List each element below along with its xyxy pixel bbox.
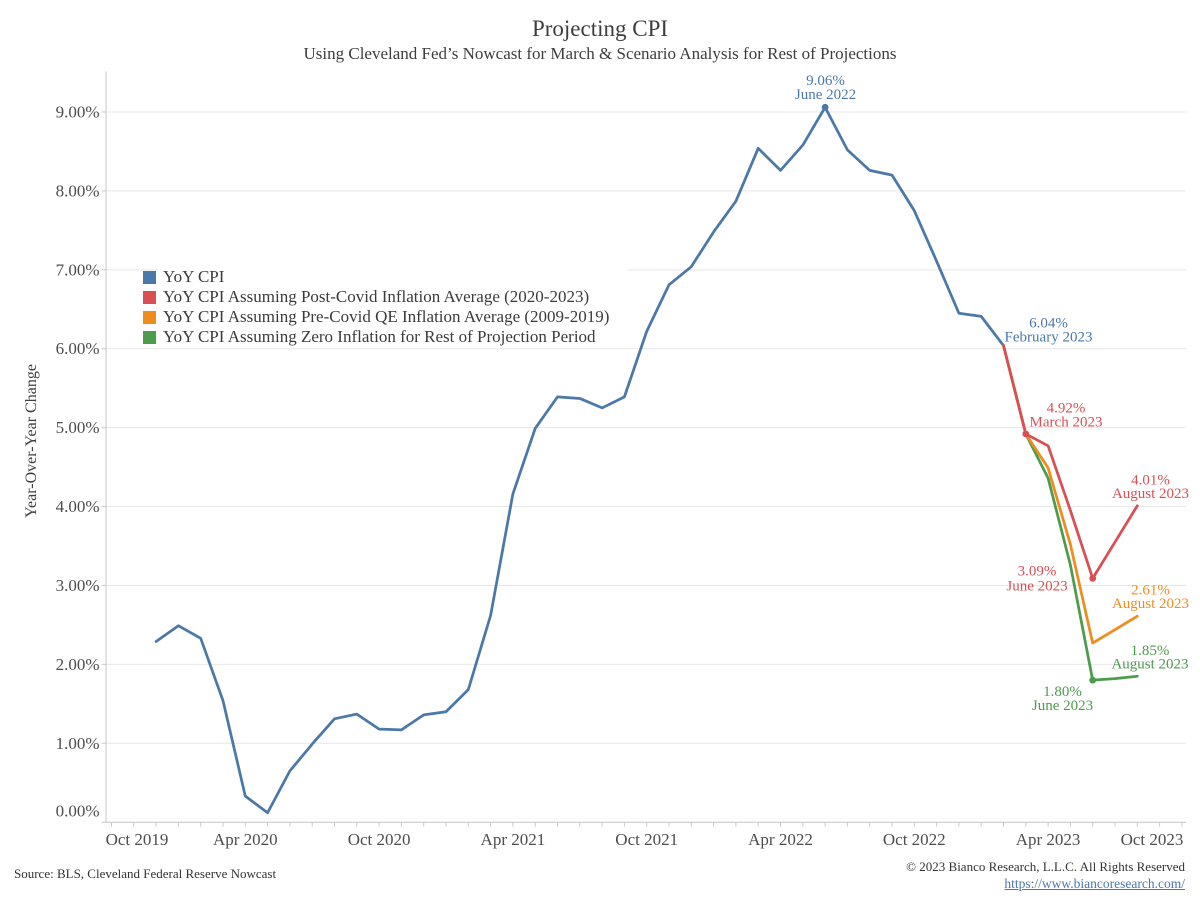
footer-copyright: © 2023 Bianco Research, L.L.C. All Right… [906,859,1185,874]
annotation-value: 6.04% [1029,316,1068,332]
annotation-date: March 2023 [1030,415,1103,431]
y-tick-label: 7.00% [56,260,100,279]
footer-source: Source: BLS, Cleveland Federal Reserve N… [14,866,277,881]
point-marker [1089,574,1097,582]
annotation-date: August 2023 [1112,486,1189,502]
y-tick-label: 0.00% [56,802,100,821]
series-markers [821,103,1097,684]
legend-item-1: YoY CPI Assuming Post-Covid Inflation Av… [143,287,609,307]
x-tick-label: Apr 2022 [748,830,813,849]
chart-subtitle: Using Cleveland Fed’s Nowcast for March … [303,44,897,63]
legend-item-2: YoY CPI Assuming Pre-Covid QE Inflation … [143,307,609,327]
x-tick-label: Oct 2020 [348,830,411,849]
y-axis-title: Year-Over-Year Change [22,364,40,518]
footer-link[interactable]: https://www.biancoresearch.com/ [1004,876,1185,891]
legend-label: YoY CPI [163,267,225,286]
annotation: 1.85% August 2023 [1111,643,1188,673]
x-tick-label: Oct 2022 [883,830,946,849]
annotation: 9.06% June 2022 [795,73,856,103]
x-tick-label: Apr 2023 [1016,830,1081,849]
annotations: 9.06% June 2022 6.04% February 2023 4.92% Mar… [795,73,1189,714]
y-tick-label: 4.00% [56,497,100,516]
y-tick-label: 5.00% [56,418,100,437]
legend-swatch [143,290,156,304]
annotation-value: 3.09% [1018,564,1057,580]
chart-title: Projecting CPI [531,16,669,41]
annotation: 1.80% June 2023 [1032,684,1093,714]
footer-right: © 2023 Bianco Research, L.L.C. All Right… [906,858,1185,892]
annotation-date: June 2022 [795,87,856,103]
legend-item-0: YoY CPI [143,267,609,287]
annotation-date: August 2023 [1112,596,1189,612]
y-ticks [101,111,106,823]
legend: YoY CPI YoY CPI Assuming Post-Covid Infla… [143,267,609,347]
x-tick-label: Apr 2020 [213,830,278,849]
annotation: 6.04% February 2023 [1005,316,1093,346]
x-tick-label: Oct 2019 [106,830,169,849]
legend-label: YoY CPI Assuming Pre-Covid QE Inflation … [163,307,610,326]
h-gridlines [106,111,1186,744]
legend-swatch [143,270,156,284]
annotation-value: 1.85% [1131,643,1170,659]
y-tick-label: 6.00% [56,339,100,358]
axes [105,71,1186,823]
annotation-date: February 2023 [1005,330,1093,346]
annotation: 2.61% August 2023 [1112,583,1189,613]
legend-label: YoY CPI Assuming Post-Covid Inflation Av… [163,287,590,306]
series-lines [154,105,1139,815]
point-marker [821,103,829,111]
annotation-value: 4.01% [1131,473,1170,489]
y-tick-label: 9.00% [56,103,100,122]
legend-background [158,265,628,347]
x-tick-label: Apr 2021 [481,830,546,849]
annotation: 3.09% June 2023 [1006,564,1067,595]
legend-label: YoY CPI Assuming Zero Inflation for Rest… [163,327,596,346]
y-tick-label: 2.00% [56,655,100,674]
annotation-date: June 2023 [1006,579,1067,595]
legend-item-3: YoY CPI Assuming Zero Inflation for Rest… [143,327,609,347]
y-tick-label: 3.00% [56,576,100,595]
annotation-date: June 2023 [1032,698,1093,714]
x-tick-labels: Oct 2019 Apr 2020 Oct 2020 Apr 2021 Oct 2021… [106,830,1184,849]
x-tick-label: Oct 2021 [615,830,678,849]
y-tick-label: 1.00% [56,734,100,753]
x-ticks [111,822,1183,827]
y-tick-labels: 9.00% 8.00% 7.00% 6.00% 5.00% 4.00% 3.00% 2.00%… [56,103,100,821]
point-marker [1022,430,1030,438]
annotation: 4.92% March 2023 [1030,401,1103,431]
annotation-value: 2.61% [1131,583,1170,599]
y-tick-label: 8.00% [56,181,100,200]
annotation-value: 9.06% [806,73,845,89]
annotation-value: 1.80% [1043,684,1082,700]
annotation-value: 4.92% [1047,401,1086,417]
annotation: 4.01% August 2023 [1112,473,1189,503]
x-tick-label: Oct 2023 [1121,830,1184,849]
annotation-date: August 2023 [1111,657,1188,673]
series-line-0 [154,105,1005,815]
legend-swatch [143,330,156,344]
point-marker [1089,676,1097,684]
legend-swatch [143,310,156,324]
